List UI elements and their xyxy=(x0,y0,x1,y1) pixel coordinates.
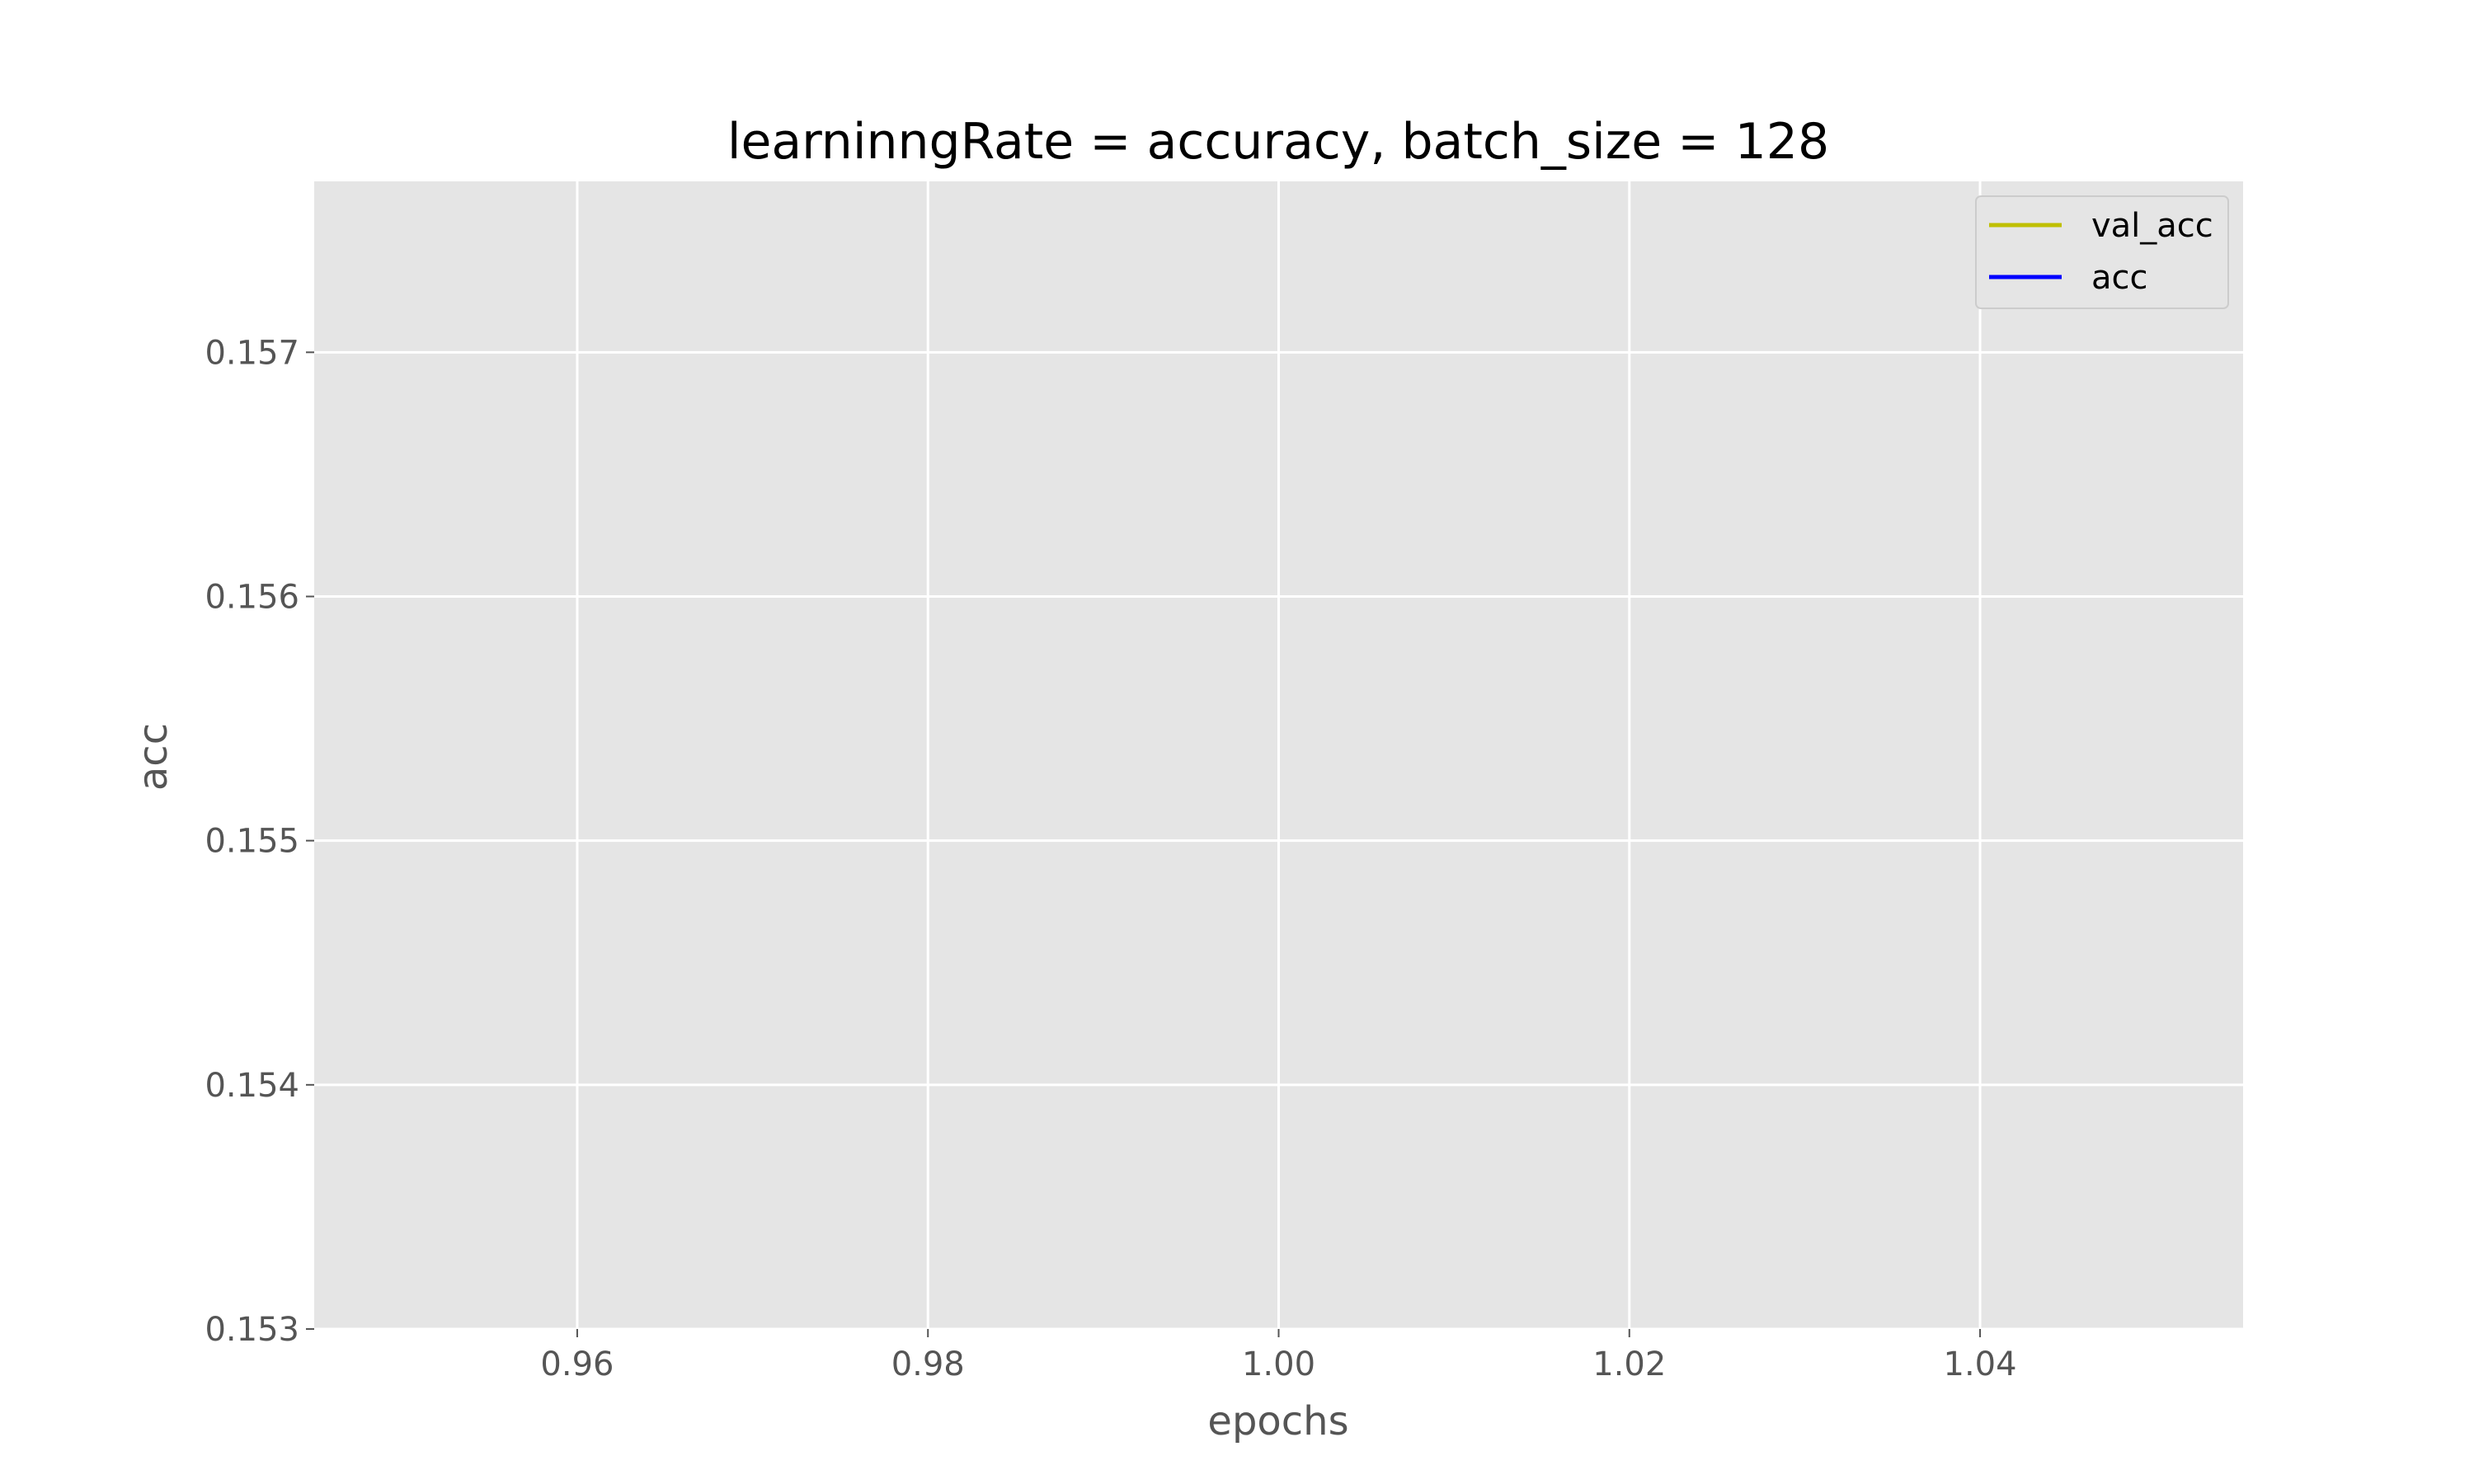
y-tick-label: 0.157 xyxy=(205,334,299,372)
legend-label-val_acc: val_acc xyxy=(2091,207,2213,245)
y-axis-ticks: 0.153 0.154 0.155 0.156 0.157 xyxy=(205,334,314,1349)
x-axis-ticks: 0.96 0.98 1.00 1.02 1.04 xyxy=(540,1329,2017,1383)
chart-title: learninngRate = accuracy, batch_size = 1… xyxy=(727,113,1829,171)
x-axis-label: epochs xyxy=(1207,1398,1348,1444)
x-gridlines xyxy=(576,181,1982,1329)
x-tick-label: 0.98 xyxy=(891,1345,965,1383)
y-tick-label: 0.154 xyxy=(205,1067,299,1105)
y-tick-label: 0.156 xyxy=(205,578,299,616)
legend-label-acc: acc xyxy=(2091,259,2148,297)
x-tick-label: 1.02 xyxy=(1592,1345,1666,1383)
y-axis-label: acc xyxy=(130,723,176,791)
x-tick-label: 0.96 xyxy=(540,1345,614,1383)
x-tick-label: 1.00 xyxy=(1242,1345,1315,1383)
x-tick-label: 1.04 xyxy=(1944,1345,2017,1383)
y-tick-label: 0.155 xyxy=(205,823,299,861)
y-tick-label: 0.153 xyxy=(205,1311,299,1349)
